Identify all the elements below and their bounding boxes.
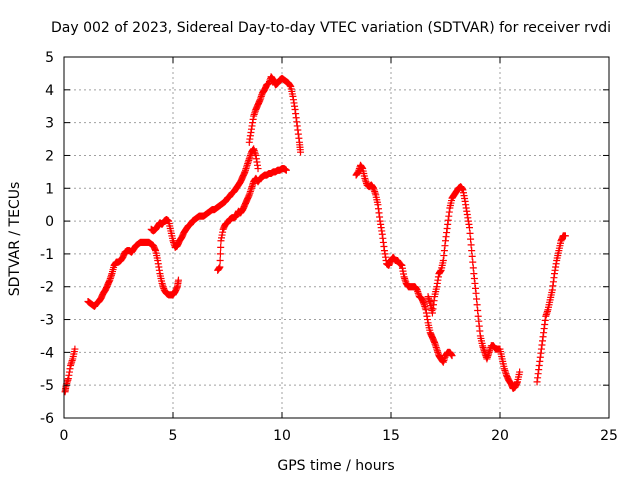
data-point-marker [282,166,290,174]
data-point-marker [216,256,224,264]
y-tick-label: 2 [45,148,54,164]
plot-frame [63,56,610,419]
data-point-marker [174,276,182,284]
y-tick-label: -3 [40,313,54,329]
data-point-marker [561,232,569,240]
y-tick-label: -5 [40,378,54,394]
x-tick-label: 10 [273,428,291,444]
data-point-marker [254,165,262,173]
y-tick-label: -1 [40,247,54,263]
axis-ticks: 0 5 10 15 20 25 -6 -5 -4 -3 -2 -1 0 1 2 3 4 5 [40,50,618,444]
x-tick-label: 0 [60,428,69,444]
y-tick-label: 4 [45,83,54,99]
grid-lines [64,57,609,418]
data-point-marker [297,148,305,156]
y-tick-label: 1 [45,181,54,197]
y-tick-label: 3 [45,116,54,132]
data-point-marker [216,250,224,258]
data-point-marker [216,263,224,271]
data-point-marker [217,243,225,251]
y-tick-label: 5 [45,50,54,66]
data-points [61,73,569,396]
data-point-marker [516,368,524,376]
x-tick-label: 25 [600,428,618,444]
y-tick-label: -6 [40,411,54,427]
x-tick-label: 15 [382,428,400,444]
y-tick-label: 0 [45,214,54,230]
y-tick-label: -4 [40,345,54,361]
x-axis-label: GPS time / hours [277,458,394,474]
x-tick-label: 5 [169,428,178,444]
y-tick-label: -2 [40,280,54,296]
x-tick-label: 20 [491,428,509,444]
y-axis-label: SDTVAR / TECUs [7,182,23,297]
data-point-marker [71,345,79,353]
data-point-marker [448,352,456,360]
chart-title: Day 002 of 2023, Sidereal Day-to-day VTE… [51,20,611,36]
